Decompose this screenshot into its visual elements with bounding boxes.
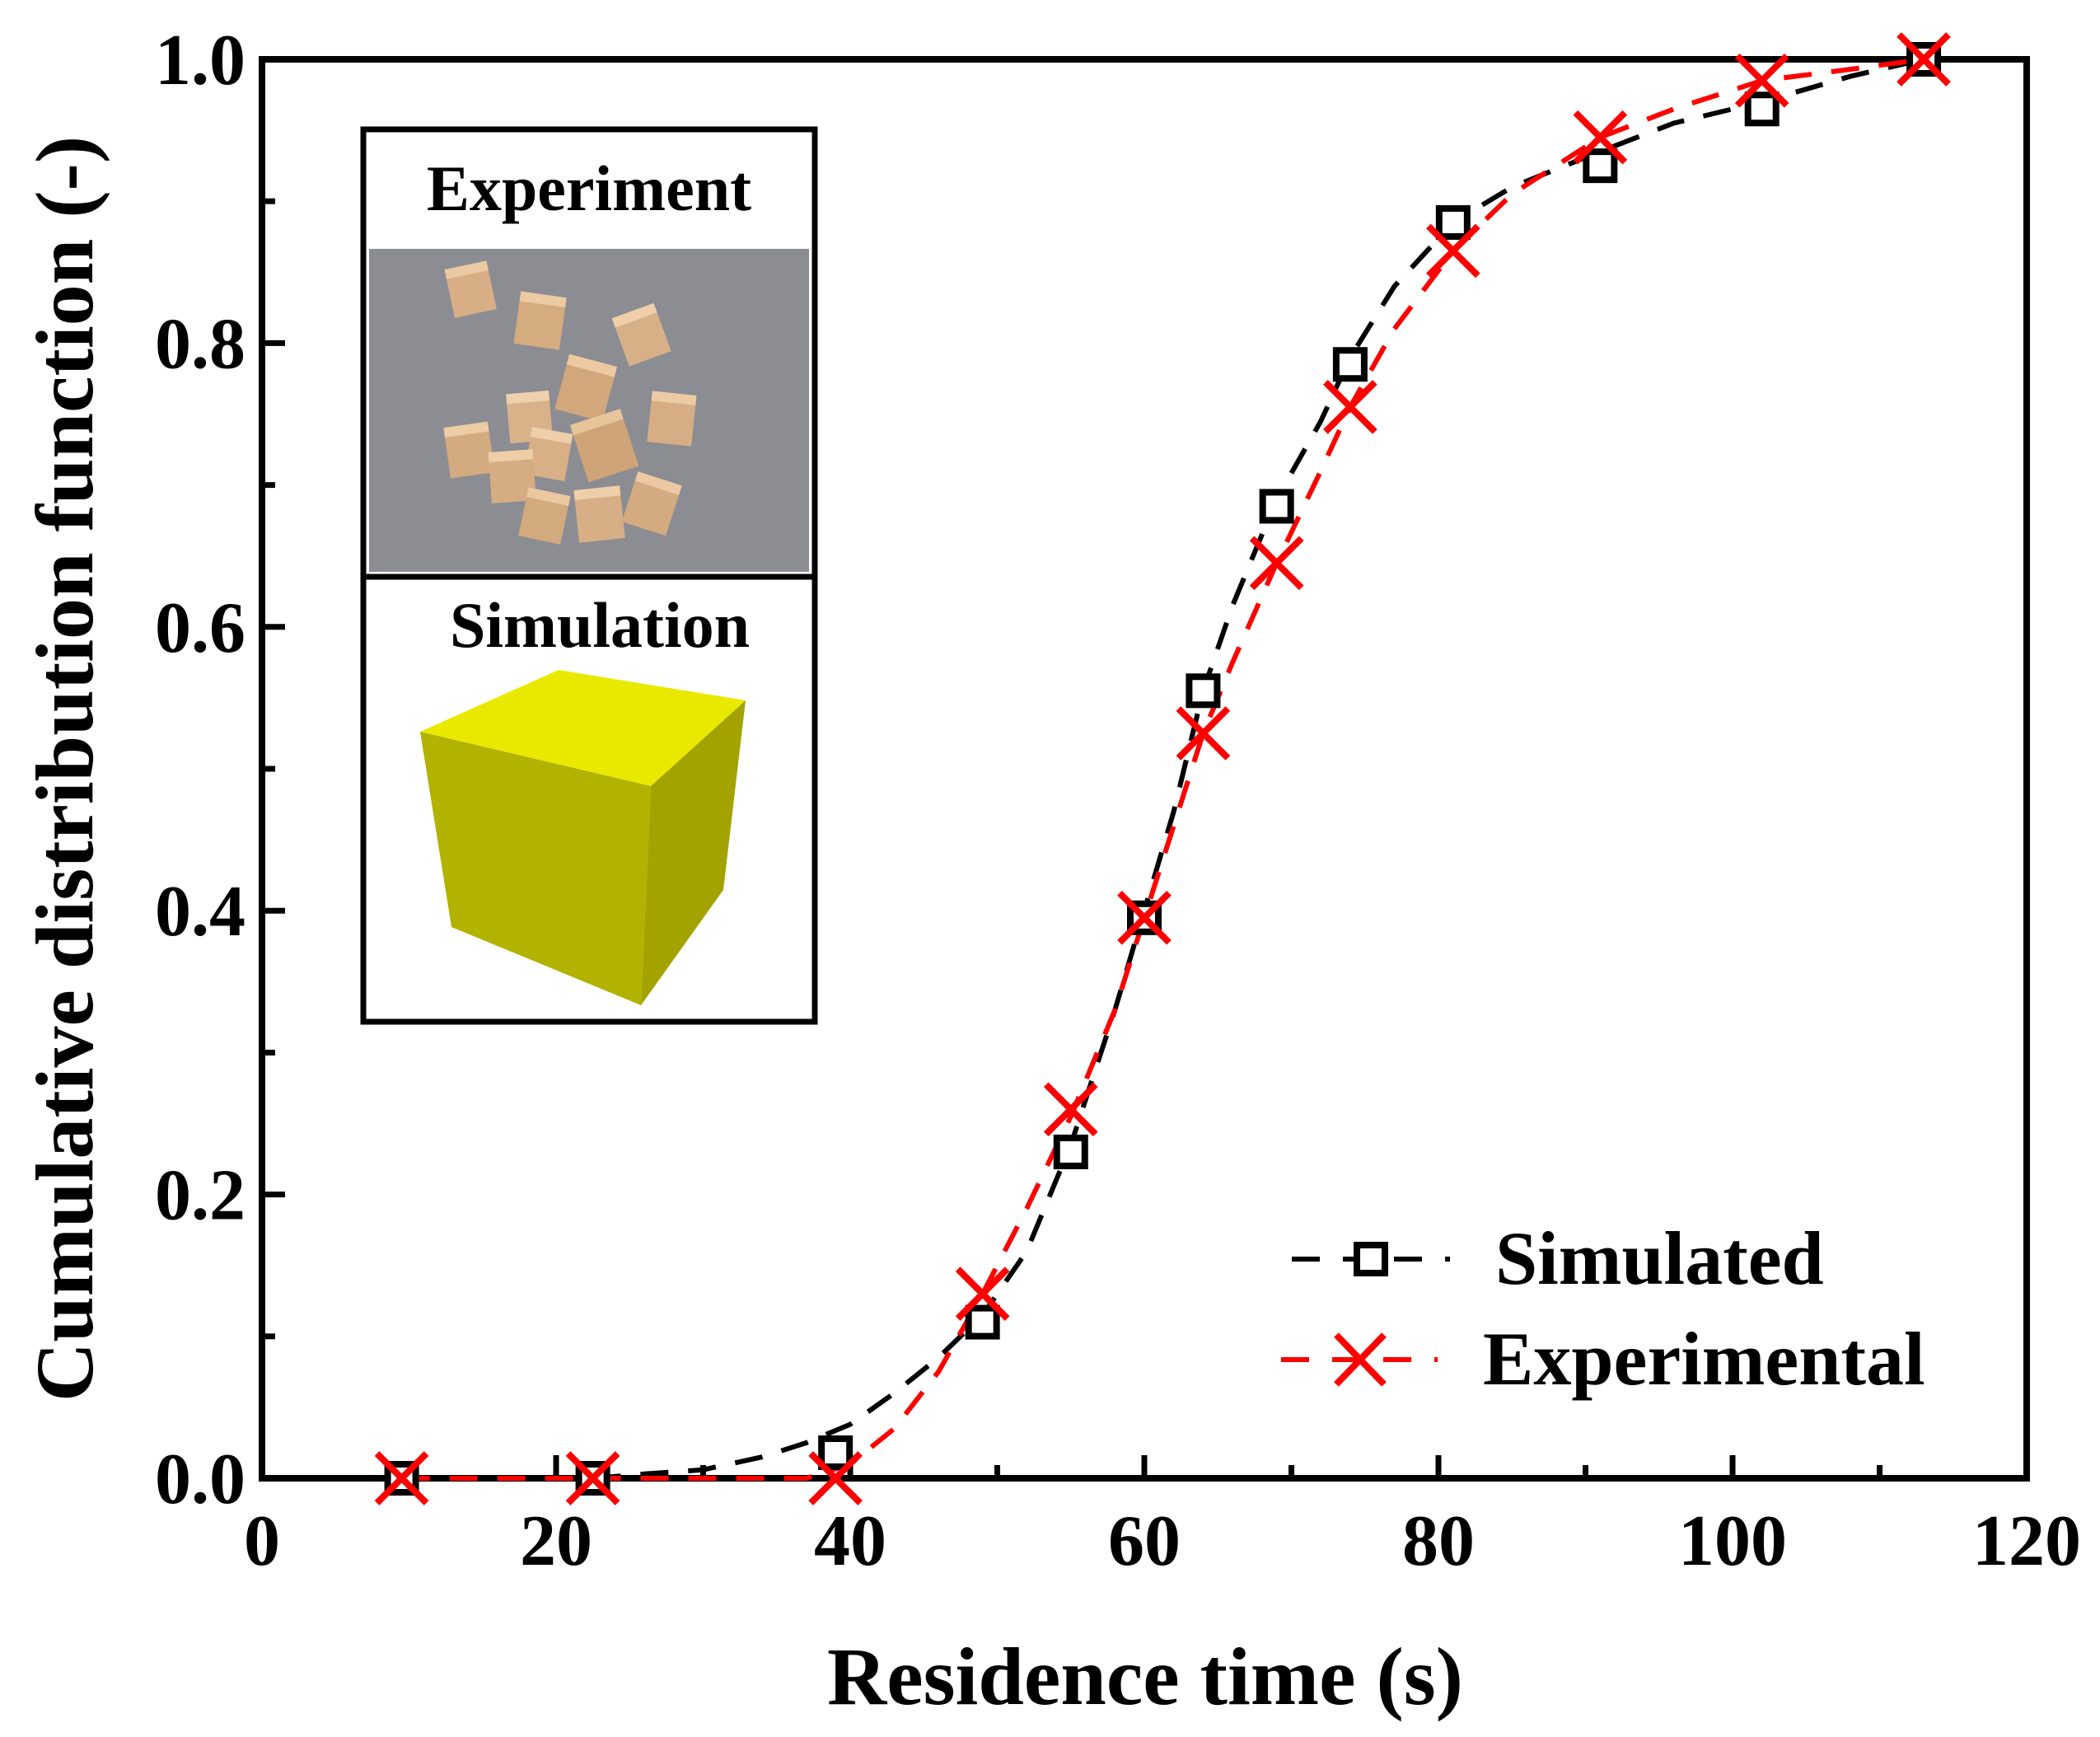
y-tick-label: 0.4 [155, 872, 246, 952]
data-point-experimental [374, 1451, 429, 1505]
inset-experiment-label: Experiment [427, 152, 751, 224]
x-tick-label: 20 [520, 1501, 592, 1581]
x-tick-label: 120 [1972, 1501, 2081, 1581]
x-axis-title: Residence time (s) [827, 1631, 1463, 1722]
markers-experimental [374, 32, 1951, 1505]
data-point-simulated [1186, 673, 1221, 709]
y-tick-label: 0.0 [155, 1440, 246, 1519]
legend-label-simulated: Simulated [1495, 1216, 1824, 1300]
data-point-experimental [1426, 223, 1480, 279]
inset-panel: Experiment [360, 126, 818, 1025]
inset-simulation-label: Simulation [450, 589, 750, 661]
x-tick-label: 80 [1402, 1501, 1475, 1581]
y-tick-label: 0.6 [155, 588, 246, 668]
data-point-experimental [565, 1451, 620, 1505]
y-tick-labels: 0.0 0.2 0.4 0.6 0.8 1.0 [155, 21, 246, 1519]
x-tick-label: 100 [1678, 1501, 1787, 1581]
data-point-simulated [1053, 1134, 1088, 1169]
experiment-photo [369, 249, 809, 572]
series-line-experimental [401, 57, 1925, 1481]
data-point-experimental [1897, 32, 1951, 87]
data-point-simulated [965, 1304, 1000, 1340]
data-point-simulated [1744, 91, 1780, 127]
data-point-simulated [818, 1435, 854, 1471]
cube-top-face [420, 670, 746, 786]
legend-label-experimental: Experimental [1483, 1317, 1925, 1401]
y-axis-title: Cumulative distribution function (-) [19, 136, 110, 1402]
y-tick-label: 0.8 [155, 304, 246, 384]
y-tick-label: 1.0 [155, 21, 246, 101]
x-tick-labels: 0 20 40 60 80 100 120 [244, 1501, 2081, 1581]
data-point-experimental [1043, 1082, 1098, 1137]
legend-square-marker [1354, 1242, 1388, 1276]
legend-entry-simulated: Simulated [1292, 1216, 1824, 1300]
data-point-simulated [1583, 148, 1618, 184]
cube-right-face [641, 700, 746, 1005]
y-tick-label: 0.2 [155, 1156, 246, 1236]
simulation-cube [420, 670, 746, 1005]
data-point-experimental [955, 1266, 1010, 1321]
legend: Simulated Experimental [1281, 1216, 1925, 1401]
series-experimental [401, 57, 1925, 1481]
data-point-experimental [1176, 706, 1231, 761]
data-point-simulated [1435, 205, 1471, 241]
data-point-experimental [1734, 54, 1789, 108]
x-tick-label: 60 [1108, 1501, 1181, 1581]
data-point-experimental [1323, 380, 1377, 434]
data-point-simulated [1259, 489, 1294, 524]
x-tick-label: 40 [814, 1501, 886, 1581]
wood-cubes [443, 260, 697, 545]
data-point-experimental [808, 1451, 863, 1505]
data-point-simulated [1332, 347, 1368, 382]
series-simulated [401, 57, 1925, 1481]
data-point-experimental [1573, 110, 1628, 165]
legend-x-marker [1334, 1332, 1387, 1387]
series-line-simulated [401, 57, 1925, 1481]
cube-front-face [420, 732, 651, 1005]
legend-entry-experimental: Experimental [1281, 1317, 1925, 1401]
data-point-experimental [1249, 536, 1304, 591]
data-point-experimental [1117, 890, 1172, 945]
x-tick-label: 0 [244, 1501, 280, 1581]
series-layer [374, 32, 1951, 1505]
